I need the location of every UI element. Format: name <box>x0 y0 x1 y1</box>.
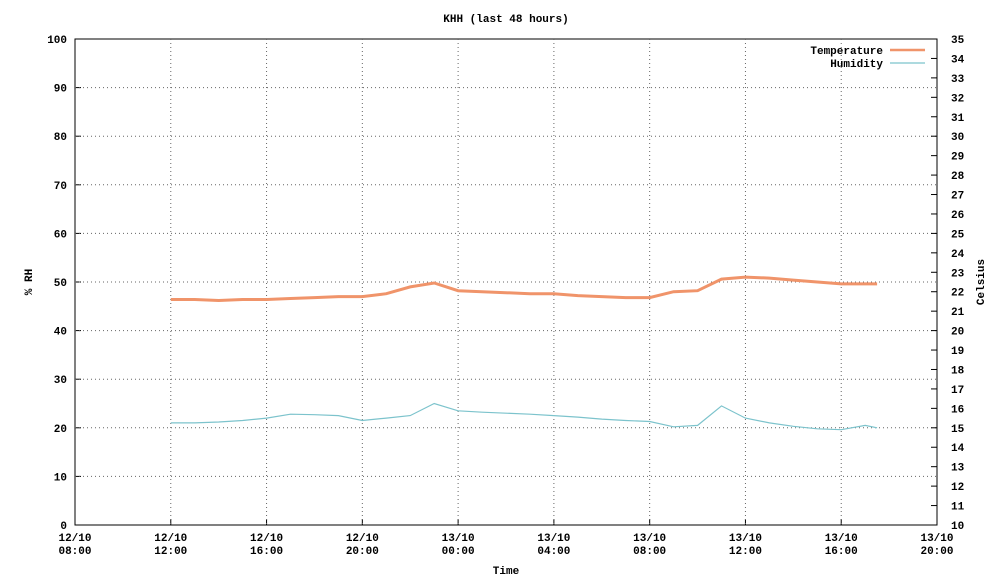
chart-title: KHH (last 48 hours) <box>443 14 568 26</box>
x-tick-label: 13/10 12:00 <box>729 533 762 558</box>
x-axis-label: Time <box>493 566 520 578</box>
y2-tick-label: 12 <box>951 482 964 494</box>
y2-tick-label: 19 <box>951 346 964 358</box>
y2-tick-label: 23 <box>951 268 965 280</box>
y2-tick-label: 27 <box>951 191 964 203</box>
y2-axis-label: Celsius <box>976 259 988 305</box>
x-tick-label: 12/10 08:00 <box>58 533 91 558</box>
y-tick-label: 50 <box>54 278 67 290</box>
y-tick-label: 40 <box>54 327 67 339</box>
x-tick-label: 13/10 00:00 <box>442 533 475 558</box>
y2-tick-label: 25 <box>951 229 965 241</box>
y2-tick-label: 26 <box>951 210 964 222</box>
series-line <box>170 402 878 431</box>
y2-tick-label: 33 <box>951 74 965 86</box>
y-tick-label: 60 <box>54 229 67 241</box>
x-tick-label: 13/10 20:00 <box>920 533 953 558</box>
y2-tick-label: 17 <box>951 385 964 397</box>
y2-tick-label: 22 <box>951 288 964 300</box>
x-tick-label: 12/10 12:00 <box>154 533 187 558</box>
y2-tick-label: 31 <box>951 113 965 125</box>
y-tick-label: 0 <box>60 521 67 533</box>
y2-tick-label: 28 <box>951 171 965 183</box>
y-tick-label: 30 <box>54 375 67 387</box>
y2-tick-label: 14 <box>951 443 965 455</box>
legend-label: Humidity <box>830 59 883 71</box>
y-tick-label: 100 <box>47 35 67 47</box>
x-tick-label: 13/10 16:00 <box>825 533 858 558</box>
y2-tick-label: 18 <box>951 365 965 377</box>
x-tick-label: 12/10 20:00 <box>346 533 379 558</box>
x-tick-label: 13/10 08:00 <box>633 533 666 558</box>
y-axis-label: % RH <box>24 269 36 295</box>
y2-tick-label: 20 <box>951 327 964 339</box>
y-tick-label: 20 <box>54 424 67 436</box>
y2-tick-label: 13 <box>951 463 965 475</box>
y2-tick-label: 35 <box>951 35 965 47</box>
y-tick-label: 10 <box>54 472 67 484</box>
y-tick-label: 90 <box>54 84 67 96</box>
y-tick-label: 80 <box>54 132 67 144</box>
y-tick-label: 70 <box>54 181 67 193</box>
y2-tick-label: 11 <box>951 502 965 514</box>
y2-tick-label: 24 <box>951 249 965 261</box>
y2-tick-label: 32 <box>951 93 964 105</box>
series-line <box>170 275 878 303</box>
y2-tick-label: 29 <box>951 152 964 164</box>
y2-tick-label: 10 <box>951 521 964 533</box>
x-tick-label: 13/10 04:00 <box>537 533 570 558</box>
y2-tick-label: 21 <box>951 307 965 319</box>
y2-tick-label: 30 <box>951 132 964 144</box>
y2-tick-label: 34 <box>951 54 965 66</box>
legend-label: Temperature <box>810 46 883 58</box>
y2-tick-label: 15 <box>951 424 965 436</box>
y2-tick-label: 16 <box>951 404 964 416</box>
x-tick-label: 12/10 16:00 <box>250 533 283 558</box>
